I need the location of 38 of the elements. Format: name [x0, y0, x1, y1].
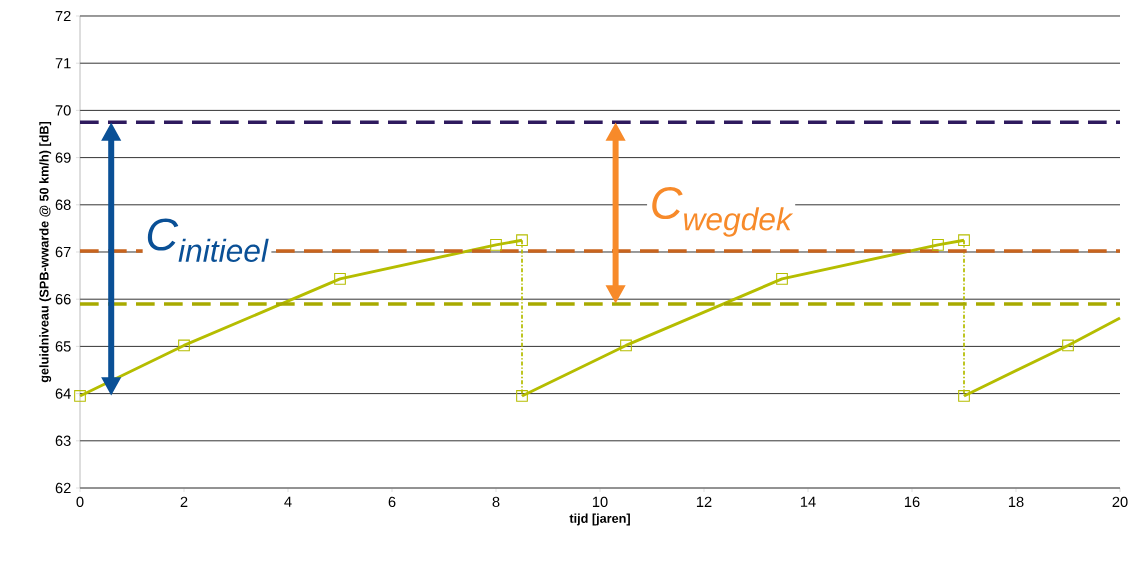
- y-axis-title: geluidniveau (SPB-wwarde @ 50 km/h) [dB]: [39, 121, 52, 383]
- y-tick-label: 65: [55, 341, 71, 352]
- point: [516, 234, 528, 247]
- point: [1062, 339, 1074, 352]
- point: [958, 234, 970, 247]
- x-tick-label: 18: [1008, 496, 1024, 508]
- point: [776, 273, 788, 285]
- point: [516, 390, 528, 402]
- x-tick-label: 14: [800, 496, 816, 507]
- x-tick-label: 16: [904, 496, 920, 508]
- y-tick-label: 71: [55, 58, 71, 69]
- point: [932, 239, 944, 251]
- annotation: C$_{initieel}$: [147, 218, 269, 262]
- x-tick-label: 8: [492, 496, 500, 508]
- point: [620, 339, 632, 352]
- y-tick-label: 68: [55, 199, 71, 210]
- x-tick-label: 12: [696, 496, 712, 507]
- point: [958, 390, 970, 402]
- x-tick-label: 0: [76, 496, 84, 508]
- x-tick-label: 20: [1112, 496, 1128, 508]
- y-tick-label: 70: [55, 105, 71, 116]
- y-tick-label: 72: [55, 10, 71, 22]
- point: [334, 273, 346, 285]
- y-tick-label: 66: [55, 294, 71, 305]
- point: [178, 339, 190, 352]
- point: [74, 390, 86, 402]
- y-tick-label: 67: [55, 246, 71, 258]
- y-tick-label: 63: [55, 435, 71, 446]
- annotation: C$_{wegdek}$: [652, 186, 794, 237]
- y-tick-label: 62: [55, 482, 71, 494]
- y-tick-label: 64: [55, 388, 71, 399]
- point: [490, 239, 502, 251]
- x-tick-label: 6: [388, 496, 396, 508]
- x-tick-label: 10: [592, 496, 608, 508]
- x-tick-label: 4: [284, 496, 292, 507]
- x-tick-label: 2: [180, 496, 188, 507]
- y-tick-label: 69: [55, 152, 71, 163]
- x-axis-title: tijd [jaren]: [569, 513, 630, 526]
